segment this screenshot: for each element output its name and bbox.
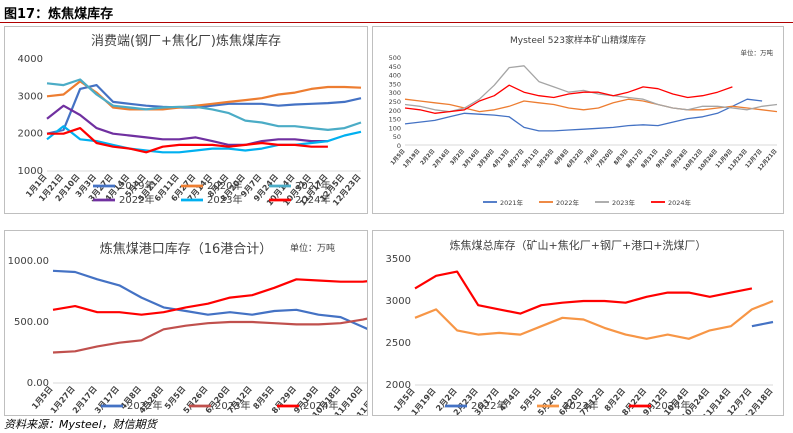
series-line-2024年	[404, 84, 733, 114]
legend-label: 2023年	[563, 399, 598, 412]
y-tick-label: 0	[397, 142, 401, 150]
series-line-2021年	[404, 98, 763, 132]
y-tick-label: 3500	[386, 254, 411, 265]
series-line-2022年	[751, 320, 774, 328]
legend-label: 2024年	[655, 399, 690, 412]
unit-label: 单位：万吨	[290, 242, 335, 254]
chart-title: 消费端(钢厂+焦化厂)炼焦煤库存	[91, 33, 281, 49]
legend-label: 2024年	[303, 399, 338, 412]
y-tick-label: 50	[393, 133, 401, 141]
legend-label: 2022年	[119, 193, 154, 206]
y-tick-label: 450	[389, 63, 401, 71]
y-tick-label: 250	[389, 98, 401, 106]
series-line-2024年	[47, 127, 328, 154]
series-line-2021年	[46, 78, 362, 131]
y-tick-label: 500.00	[14, 317, 49, 328]
legend-label: 2021年	[500, 198, 524, 207]
y-tick-label: 300	[389, 89, 401, 97]
series-line-2024年	[414, 270, 753, 315]
series-line-2022年	[46, 104, 328, 146]
y-tick-label: 0.00	[27, 378, 49, 389]
legend-label: 2023年	[612, 198, 636, 207]
series-line-2022年	[52, 269, 367, 330]
y-tick-label: 150	[389, 116, 401, 124]
y-tick-label: 2500	[386, 338, 411, 349]
series-line-2023年	[46, 125, 362, 154]
chart-title: Mysteel 523家样本矿山精煤库存	[510, 34, 646, 46]
legend-label: 2023年	[215, 399, 250, 412]
chart-panel-port: 炼焦煤港口库存（16港合计） 单位：万吨 0.00 500.00 1000.00 1月5日…	[4, 230, 368, 416]
y-tick-label: 3000	[18, 91, 43, 102]
chart-title: 炼焦煤总库存（矿山+焦化厂+钢厂+港口+洗煤厂）	[450, 238, 707, 252]
figure-title: 图17：炼焦煤库存	[4, 7, 114, 22]
chart-total-inventory: 炼焦煤总库存（矿山+焦化厂+钢厂+港口+洗煤厂） 2000 2500 3000 3500…	[386, 238, 775, 415]
chart-panel-total: 炼焦煤总库存（矿山+焦化厂+钢厂+港口+洗煤厂） 2000 2500 3000 3500…	[372, 230, 784, 416]
legend-label: 2022年	[127, 399, 162, 412]
chart-title: 炼焦煤港口库存（16港合计）	[100, 241, 273, 257]
legend-label: 2024年	[668, 198, 692, 207]
series-line-2023年	[414, 299, 774, 340]
chart-panel-mine: Mysteel 523家样本矿山精煤库存单位：万吨 0 50 100 150 200 250…	[372, 26, 784, 214]
figure-title-bar: 图17：炼焦煤库存	[0, 0, 793, 23]
legend-label: 2022年	[471, 399, 506, 412]
legend-label: 2021年	[295, 179, 330, 192]
y-tick-label: 200	[389, 107, 401, 115]
y-tick-label: 2000	[18, 129, 43, 140]
chart-consumer-inventory: 消费端(钢厂+焦化厂)炼焦煤库存10002000300040001月1日1月21…	[18, 33, 363, 208]
y-tick-label: 2000	[386, 380, 411, 391]
y-tick-label: 3000	[386, 296, 411, 307]
y-tick-label: 400	[389, 72, 401, 80]
chart-port-inventory: 炼焦煤港口库存（16港合计） 单位：万吨0.00500.001000.001月5日…	[8, 241, 367, 415]
series-line-2024年	[52, 278, 367, 316]
y-tick-label: 1000	[18, 166, 43, 177]
series-line-2023年	[52, 317, 367, 354]
series-line-2023年	[404, 65, 778, 113]
series-line-2019年	[46, 84, 362, 135]
y-tick-label: 4000	[18, 54, 43, 65]
chart-panel-consumer: 消费端(钢厂+焦化厂)炼焦煤库存 1000 2000 3000 4000 1月1日 1月21…	[4, 26, 368, 214]
legend-label: 2020年	[207, 179, 242, 192]
y-tick-label: 500	[389, 54, 401, 62]
legend-label: 2023年	[207, 193, 242, 206]
y-tick-label: 350	[389, 80, 401, 88]
legend-label: 2024年	[295, 193, 330, 206]
source-note: 资料来源：Mysteel，财信期货	[4, 418, 157, 431]
y-tick-label: 100	[389, 124, 401, 132]
y-tick-label: 1000.00	[8, 256, 49, 267]
unit-label: 单位：万吨	[741, 48, 774, 57]
legend-label: 2022年	[556, 198, 580, 207]
legend-label: 2019年	[119, 179, 154, 192]
